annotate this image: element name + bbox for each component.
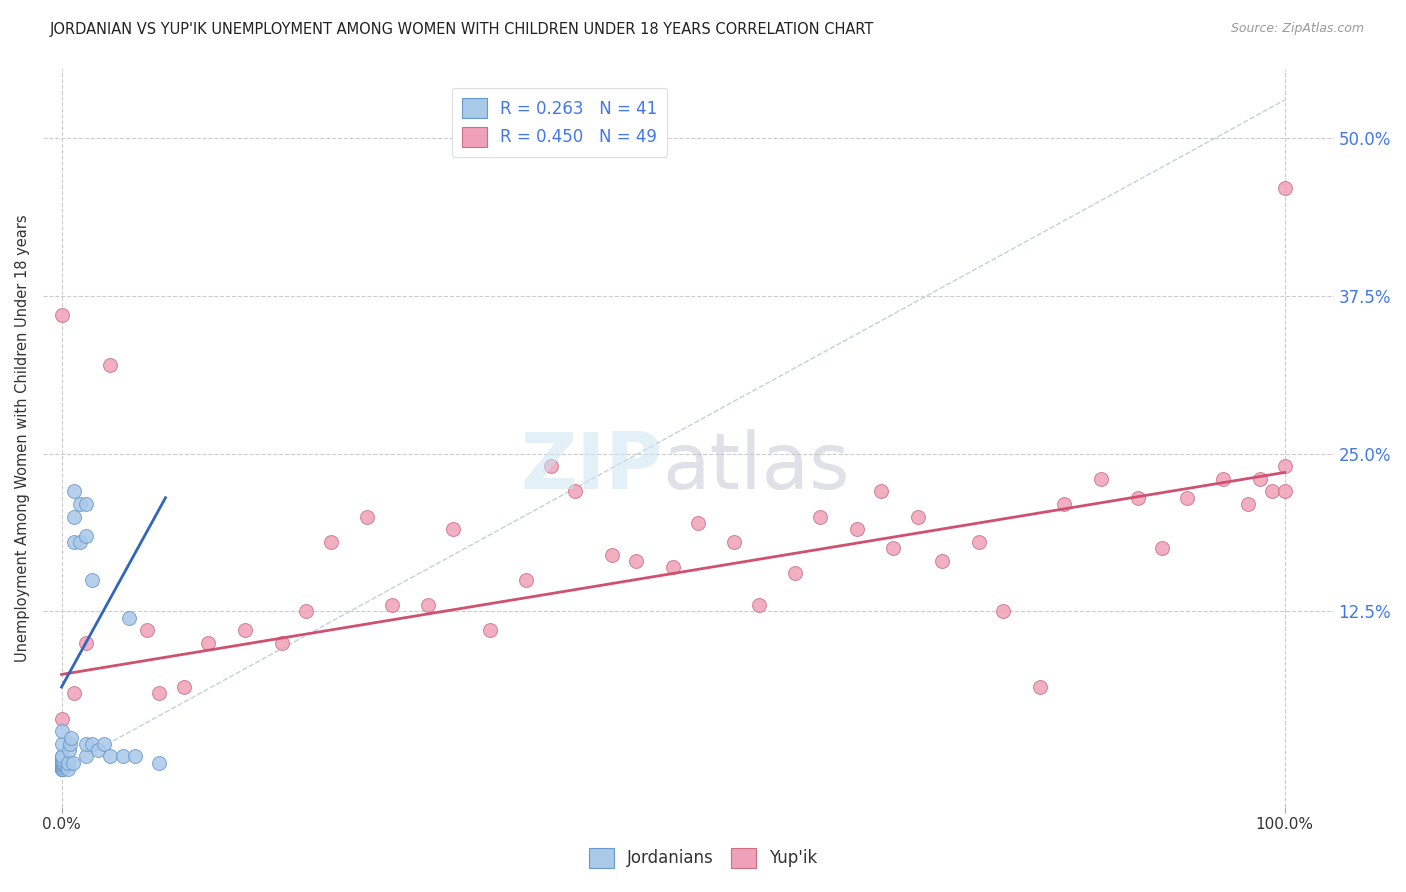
Point	[478, 624, 501, 638]
Point	[356, 509, 378, 524]
Y-axis label: Unemployment Among Women with Children Under 18 years: Unemployment Among Women with Children U…	[15, 214, 30, 662]
Point	[58, 743, 80, 757]
Point	[51, 753, 73, 767]
Point	[62, 509, 84, 524]
Point	[1237, 497, 1260, 511]
Point	[51, 757, 73, 772]
Point	[62, 484, 84, 499]
Point	[75, 497, 97, 511]
Point	[1274, 484, 1296, 499]
Point	[418, 598, 440, 612]
Point	[82, 737, 104, 751]
Point	[845, 522, 868, 536]
Point	[51, 759, 73, 773]
Point	[882, 541, 904, 556]
Point	[173, 680, 195, 694]
Point	[540, 459, 562, 474]
Point	[626, 554, 648, 568]
Point	[51, 762, 73, 776]
Point	[51, 308, 73, 322]
Point	[51, 755, 73, 769]
Point	[564, 484, 586, 499]
Point	[51, 758, 73, 772]
Point	[51, 762, 73, 776]
Point	[381, 598, 404, 612]
Point	[62, 535, 84, 549]
Point	[51, 749, 73, 764]
Point	[111, 749, 134, 764]
Point	[69, 535, 91, 549]
Point	[75, 749, 97, 764]
Point	[62, 686, 84, 700]
Point	[82, 573, 104, 587]
Point	[51, 762, 73, 776]
Point	[51, 737, 73, 751]
Point	[1175, 491, 1198, 505]
Point	[870, 484, 893, 499]
Point	[319, 535, 342, 549]
Point	[69, 497, 91, 511]
Point	[931, 554, 953, 568]
Point	[59, 737, 82, 751]
Point	[60, 731, 83, 745]
Point	[124, 749, 146, 764]
Point	[1152, 541, 1174, 556]
Point	[93, 737, 115, 751]
Point	[100, 749, 122, 764]
Point	[51, 762, 73, 776]
Point	[1126, 491, 1149, 505]
Text: ZIP: ZIP	[520, 429, 662, 505]
Point	[907, 509, 929, 524]
Point	[1090, 472, 1112, 486]
Point	[1212, 472, 1234, 486]
Point	[723, 535, 745, 549]
Point	[51, 756, 73, 770]
Point	[808, 509, 831, 524]
Point	[993, 604, 1015, 618]
Point	[662, 560, 685, 574]
Point	[56, 756, 79, 770]
Point	[51, 762, 73, 776]
Point	[75, 528, 97, 542]
Point	[75, 636, 97, 650]
Point	[1029, 680, 1052, 694]
Point	[1274, 181, 1296, 195]
Point	[51, 749, 73, 764]
Point	[233, 624, 256, 638]
Point	[600, 548, 623, 562]
Point	[51, 762, 73, 776]
Point	[1274, 459, 1296, 474]
Point	[148, 756, 170, 770]
Point	[87, 743, 110, 757]
Point	[51, 724, 73, 739]
Point	[197, 636, 219, 650]
Text: Source: ZipAtlas.com: Source: ZipAtlas.com	[1230, 22, 1364, 36]
Point	[295, 604, 318, 618]
Point	[748, 598, 770, 612]
Point	[785, 566, 807, 581]
Point	[75, 737, 97, 751]
Point	[967, 535, 990, 549]
Legend: R = 0.263   N = 41, R = 0.450   N = 49: R = 0.263 N = 41, R = 0.450 N = 49	[451, 88, 666, 157]
Point	[62, 756, 84, 770]
Point	[515, 573, 537, 587]
Point	[1261, 484, 1284, 499]
Point	[441, 522, 464, 536]
Point	[51, 712, 73, 726]
Point	[686, 516, 709, 530]
Point	[56, 762, 79, 776]
Point	[1249, 472, 1271, 486]
Point	[136, 624, 159, 638]
Point	[100, 358, 122, 372]
Point	[118, 610, 141, 624]
Legend: Jordanians, Yup'ik: Jordanians, Yup'ik	[582, 841, 824, 875]
Point	[1053, 497, 1076, 511]
Point	[148, 686, 170, 700]
Text: JORDANIAN VS YUP'IK UNEMPLOYMENT AMONG WOMEN WITH CHILDREN UNDER 18 YEARS CORREL: JORDANIAN VS YUP'IK UNEMPLOYMENT AMONG W…	[49, 22, 873, 37]
Point	[51, 752, 73, 766]
Text: atlas: atlas	[662, 429, 851, 505]
Point	[270, 636, 292, 650]
